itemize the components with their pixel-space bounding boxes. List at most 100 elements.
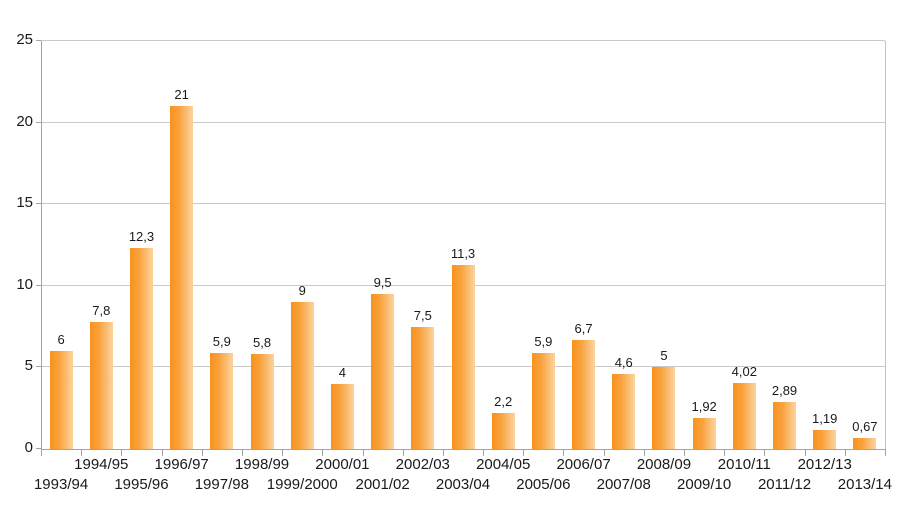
x-axis-tick-label: 1997/98 (194, 476, 249, 493)
bar (170, 106, 194, 449)
x-axis-tick-label: 2012/13 (797, 456, 852, 473)
bar (89, 321, 113, 449)
bar (290, 302, 314, 449)
bar (129, 248, 153, 449)
x-axis-tick-label: 2004/05 (476, 456, 531, 473)
y-tick (36, 121, 41, 123)
x-axis-tick-label: 2001/02 (355, 476, 410, 493)
x-axis-tick-label: 1999/2000 (266, 476, 338, 493)
bar (692, 417, 716, 449)
x-tick (643, 449, 645, 456)
bar (612, 373, 636, 449)
x-tick (563, 449, 565, 456)
y-axis-tick-label: 10 (16, 275, 33, 293)
x-axis-line (41, 449, 886, 450)
bar (210, 352, 234, 449)
x-axis-tick-label: 2009/10 (677, 476, 732, 493)
x-tick (201, 449, 203, 456)
x-axis-tick-label: 1994/95 (74, 456, 129, 473)
x-axis-tick-label: 2006/07 (556, 456, 611, 473)
x-axis-tick-label: 2011/12 (757, 476, 812, 493)
y-axis-tick-label: 0 (24, 439, 33, 456)
bar-value-label: 5,9 (534, 333, 553, 349)
x-axis-tick-label: 1998/99 (234, 456, 290, 473)
x-axis-tick-label: 2003/04 (435, 476, 491, 493)
x-tick (402, 449, 404, 456)
bar-value-label: 21 (174, 87, 189, 103)
y-axis-tick-label: 5 (24, 357, 33, 375)
y-tick (36, 448, 41, 449)
bar-value-label: 4,02 (731, 364, 757, 380)
bar-value-label: 2,89 (771, 382, 798, 398)
x-tick (121, 449, 123, 456)
x-tick (684, 449, 686, 456)
x-tick (161, 449, 163, 456)
x-tick (241, 449, 243, 456)
y-axis-tick-label: 20 (16, 112, 33, 130)
bar-value-label: 0,67 (852, 419, 878, 435)
x-tick (322, 449, 324, 456)
y-tick (36, 284, 41, 286)
bar (853, 438, 877, 449)
gridline (41, 40, 885, 41)
bar-value-label: 1,19 (812, 410, 838, 426)
x-axis-tick-label: 1993/94 (33, 476, 89, 493)
x-axis-tick-label: 2008/09 (636, 456, 692, 473)
gridline (41, 121, 885, 123)
bar-value-label: 5,9 (212, 333, 231, 349)
bar-value-label: 6,7 (574, 320, 593, 336)
x-axis-tick-label: 2005/06 (516, 476, 571, 493)
x-tick (804, 449, 806, 456)
x-axis-tick-label: 1996/97 (154, 456, 209, 473)
bar-value-label: 5,8 (253, 335, 272, 351)
gridline (41, 203, 885, 205)
y-axis-tick-label: 25 (16, 31, 33, 48)
bar (250, 354, 274, 449)
bar-value-label: 9 (298, 283, 306, 299)
x-tick (41, 449, 42, 456)
y-axis-tick-label: 15 (16, 194, 33, 212)
bar-value-label: 6 (57, 332, 65, 348)
x-tick (483, 449, 485, 456)
x-tick (442, 449, 444, 456)
x-tick (282, 449, 284, 456)
y-tick (36, 366, 41, 368)
x-tick (362, 449, 364, 456)
x-axis-tick-label: 1995/96 (114, 476, 169, 493)
x-tick (523, 449, 525, 456)
bar (531, 352, 555, 449)
bar (773, 401, 797, 449)
plot-right-border (885, 41, 886, 449)
x-axis-tick-label: 2013/14 (837, 476, 892, 493)
x-axis-tick-label: 2000/01 (315, 456, 370, 473)
bar (411, 326, 435, 449)
bar (572, 339, 596, 449)
bar (330, 383, 354, 449)
y-tick (36, 40, 41, 41)
x-tick (81, 449, 83, 456)
x-tick (764, 449, 766, 456)
bar-value-label: 1,92 (691, 398, 717, 414)
bar-value-label: 7,8 (92, 302, 111, 318)
x-tick (844, 449, 846, 456)
bar-value-label: 5 (660, 348, 668, 364)
y-tick (36, 203, 41, 205)
bar (652, 367, 676, 449)
x-axis-tick-label: 2010/11 (717, 456, 771, 473)
bar-value-label: 9,5 (373, 274, 392, 290)
x-tick (603, 449, 605, 456)
bar (813, 429, 837, 449)
bar (451, 264, 475, 449)
bar (371, 293, 395, 449)
bar (491, 413, 515, 449)
x-tick (724, 449, 726, 456)
bar-value-label: 7,5 (413, 307, 432, 323)
bar (732, 383, 756, 449)
x-axis-tick-label: 2002/03 (395, 456, 450, 473)
y-axis-line (41, 41, 42, 449)
bar-value-label: 11,3 (450, 245, 476, 261)
x-axis-tick-label: 2007/08 (596, 476, 651, 493)
bar-value-label: 12,3 (128, 229, 155, 245)
bar-value-label: 2,2 (494, 394, 513, 410)
